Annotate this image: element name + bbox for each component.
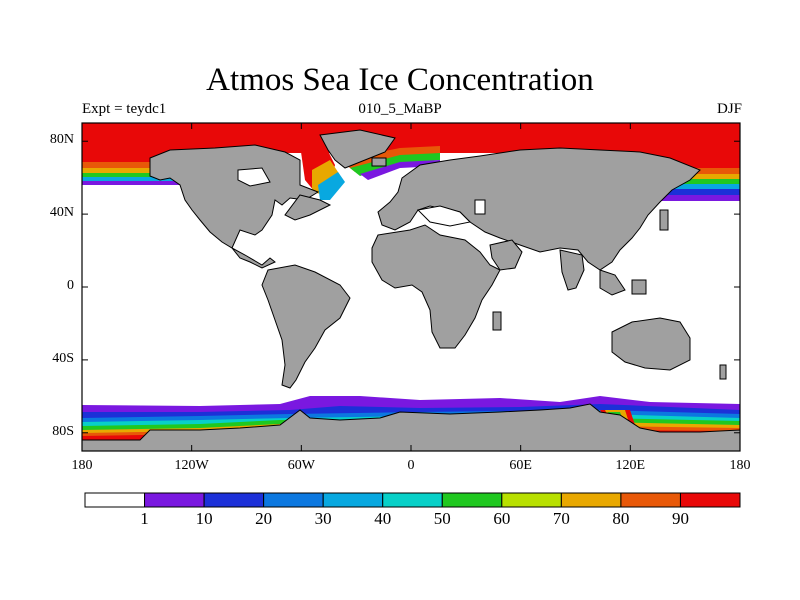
lon-tick-label: 60E xyxy=(509,458,532,473)
greenland xyxy=(319,129,396,169)
colorbar-swatch xyxy=(84,492,146,508)
eurasia xyxy=(377,147,701,271)
iceland xyxy=(371,157,387,167)
lon-tick-label: 120E xyxy=(615,458,646,473)
experiment-label: Expt = teydc1 xyxy=(82,101,167,117)
lat-tick-label: 40N xyxy=(49,205,74,221)
antarctica xyxy=(82,403,740,451)
arabia xyxy=(489,239,523,271)
colorbar-label: 50 xyxy=(433,509,451,528)
colorbar-swatch xyxy=(679,492,741,508)
caspian-sea xyxy=(474,199,486,215)
southeast-asia xyxy=(599,269,626,296)
lon-tick-label: 0 xyxy=(407,458,415,473)
new-zealand xyxy=(719,364,727,380)
subtitle-label: 010_5_MaBP xyxy=(358,101,442,117)
colorbar-swatch xyxy=(203,492,265,508)
colorbar-label: 1 xyxy=(140,509,149,528)
japan xyxy=(659,209,669,231)
colorbar-swatch xyxy=(144,492,205,508)
colorbar-label: 40 xyxy=(374,509,392,528)
lon-tick-label: 120W xyxy=(174,458,209,473)
colorbar xyxy=(84,492,741,508)
africa xyxy=(371,224,501,349)
lon-tick-label: 60W xyxy=(287,458,315,473)
season-label: DJF xyxy=(716,101,742,117)
colorbar-swatch xyxy=(441,492,503,508)
colorbar-swatch xyxy=(560,492,622,508)
colorbar-swatch xyxy=(322,492,384,508)
north-america xyxy=(149,144,320,249)
colorbar-label: 80 xyxy=(612,509,630,528)
lat-tick-label: 40S xyxy=(52,350,74,366)
inland-seas xyxy=(237,167,486,227)
borneo xyxy=(631,279,647,295)
colorbar-label: 10 xyxy=(195,509,213,528)
colorbar-label: 90 xyxy=(671,509,689,528)
madagascar xyxy=(492,311,502,331)
india xyxy=(559,249,585,291)
colorbar-label: 20 xyxy=(255,509,273,528)
central-america xyxy=(231,247,276,269)
plot-title: Atmos Sea Ice Concentration xyxy=(206,62,594,98)
colorbar-swatch xyxy=(263,492,324,508)
lon-tick-label: 180 xyxy=(71,458,93,473)
map-area xyxy=(82,123,740,451)
colorbar-swatch xyxy=(620,492,681,508)
lon-tick-label: 180 xyxy=(729,458,751,473)
north-america-east xyxy=(284,194,332,221)
colorbar-label: 60 xyxy=(493,509,511,528)
colorbar-swatch xyxy=(382,492,443,508)
australia xyxy=(611,317,691,371)
colorbar-label: 30 xyxy=(314,509,332,528)
hudson-bay xyxy=(237,167,271,187)
axis-ticks xyxy=(81,123,741,451)
lat-tick-label: 80S xyxy=(52,423,74,439)
lat-tick-label: 80N xyxy=(49,132,74,148)
lat-tick-label: 0 xyxy=(67,278,74,293)
land-masses xyxy=(82,129,740,451)
mediterranean-sea xyxy=(416,205,472,227)
colorbar-swatch xyxy=(501,492,562,508)
colorbar-label: 70 xyxy=(552,509,570,528)
south-america xyxy=(261,264,351,389)
